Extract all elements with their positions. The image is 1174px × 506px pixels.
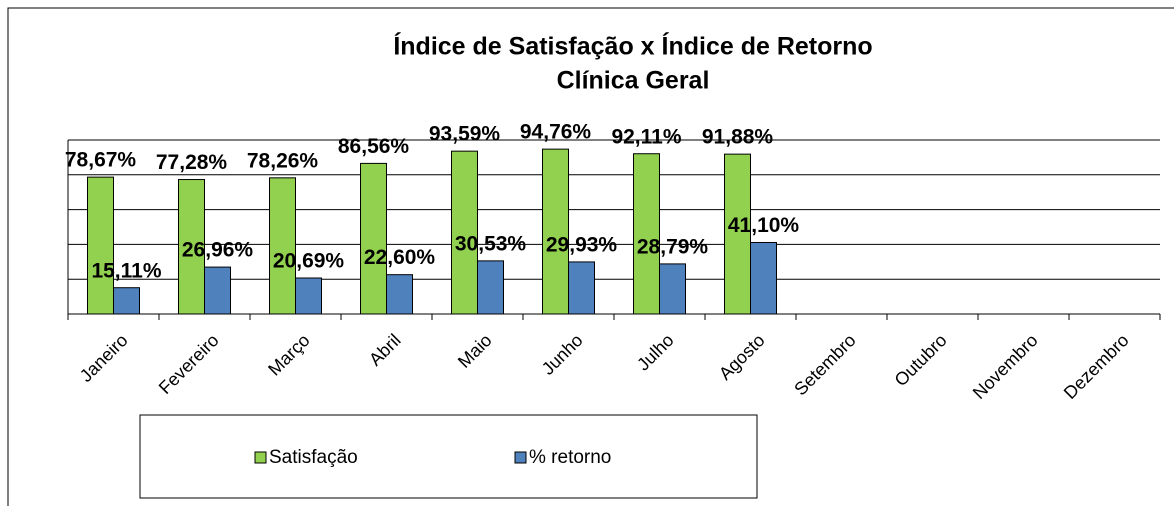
legend-box (139, 414, 758, 499)
bar (724, 153, 751, 315)
bar (178, 179, 205, 315)
bar (360, 162, 387, 315)
x-tick-label: Setembro (790, 330, 859, 399)
chart-border (7, 7, 1174, 506)
legend-swatch (514, 451, 527, 464)
legend-label: % retorno (529, 447, 611, 468)
x-tick-label: Outubro (891, 330, 951, 390)
value-label: 93,59% (429, 123, 501, 146)
value-label: 15,11% (91, 259, 161, 282)
bar (269, 177, 296, 315)
value-label: 91,88% (702, 126, 774, 149)
bar (204, 266, 231, 315)
bar (386, 274, 413, 315)
value-label: 78,26% (247, 149, 319, 172)
value-label: 78,67% (65, 149, 137, 172)
value-label: 22,60% (364, 246, 436, 269)
legend-label: Satisfação (269, 447, 358, 468)
bar (542, 148, 569, 315)
bar (451, 150, 478, 315)
value-label: 28,79% (637, 235, 709, 258)
bar (87, 176, 114, 315)
x-tick-label: Junho (538, 330, 587, 379)
bar (295, 277, 322, 315)
bar (113, 287, 140, 315)
value-label: 26,96% (182, 239, 254, 262)
bar (477, 260, 504, 315)
bar (568, 261, 595, 315)
x-tick-label: Maio (454, 330, 496, 372)
x-tick-label: Novembro (969, 330, 1042, 403)
x-tick-label: Agosto (715, 330, 769, 384)
bar (633, 153, 660, 315)
chart-title: Índice de Satisfação x Índice de Retorno (393, 32, 872, 61)
value-label: 86,56% (338, 135, 410, 158)
value-label: 30,53% (455, 232, 527, 255)
legend-swatch (254, 451, 267, 464)
value-label: 29,93% (546, 233, 618, 256)
x-tick-label: Fevereiro (155, 330, 223, 398)
x-tick-label: Março (264, 330, 314, 380)
x-tick-label: Dezembro (1060, 330, 1133, 403)
x-tick-label: Julho (633, 330, 678, 375)
x-tick-label: Janeiro (76, 330, 132, 386)
chart-subtitle: Clínica Geral (557, 67, 710, 95)
x-tick-label: Abril (365, 330, 405, 370)
value-label: 94,76% (520, 121, 592, 144)
value-label: 41,10% (728, 214, 800, 237)
bar (659, 263, 686, 315)
value-label: 20,69% (273, 250, 345, 273)
bar (750, 241, 777, 315)
value-label: 92,11% (611, 125, 681, 148)
value-label: 77,28% (156, 151, 228, 174)
